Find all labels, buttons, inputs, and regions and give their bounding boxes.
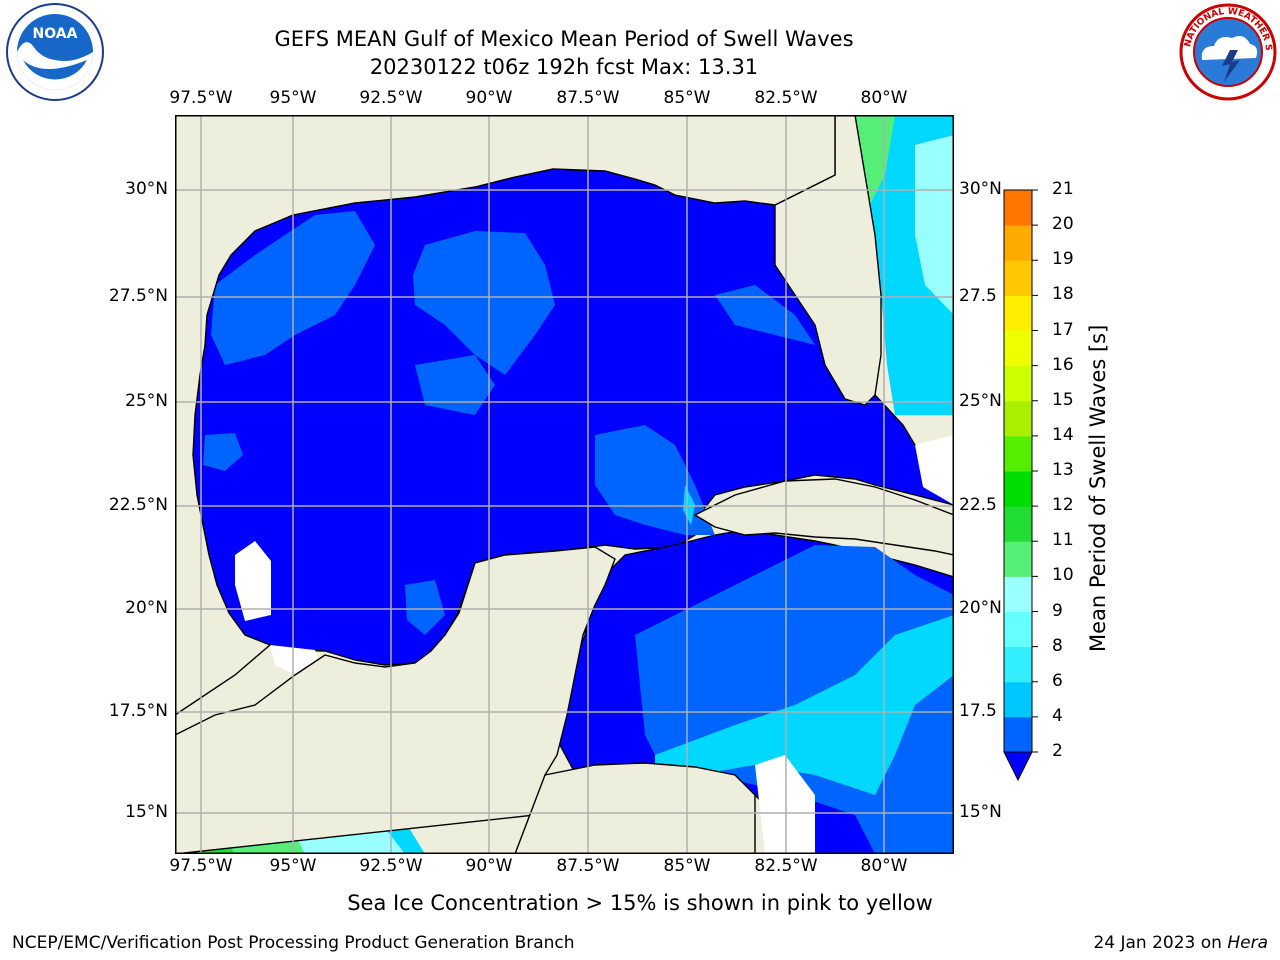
lat-label-right: 25°N	[959, 391, 1002, 411]
lon-label-bottom: 82.5°W	[754, 856, 818, 876]
lat-label-left: 15°N	[125, 802, 168, 822]
colorbar-tick-label: 12	[1052, 495, 1074, 516]
colorbar-cell	[1004, 506, 1032, 542]
colorbar-tick-label: 13	[1052, 460, 1074, 480]
colorbar-cell	[1004, 435, 1032, 472]
us-gulf-coast-land	[175, 115, 836, 716]
footer-credit: NCEP/EMC/Verification Post Processing Pr…	[12, 933, 575, 953]
lon-label-bottom: 87.5°W	[556, 856, 620, 876]
lat-label-left: 30°N	[125, 179, 168, 199]
colorbar-tick-label: 4	[1052, 705, 1063, 726]
colorbar-cell	[1004, 365, 1032, 402]
lon-label-bottom: 80°W	[860, 856, 908, 876]
lon-label-bottom: 92.5°W	[359, 856, 423, 876]
lon-label-bottom: 90°W	[465, 856, 513, 876]
map-title: GEFS MEAN Gulf of Mexico Mean Period of …	[274, 27, 854, 51]
lat-label-right: 30°N	[959, 179, 1002, 199]
colorbar-cell	[1004, 400, 1032, 437]
lon-label-top: 90°W	[465, 88, 513, 108]
lon-label-top: 80°W	[860, 88, 908, 108]
lat-label-left: 25°N	[125, 391, 168, 411]
nws-logo: NATIONAL WEATHER SERVICE	[1178, 2, 1277, 101]
lat-label-right: 27.5	[959, 286, 997, 306]
lat-label-left: 17.5°N	[108, 701, 168, 721]
map-frame	[175, 115, 954, 854]
colorbar-tick-label: 9	[1052, 600, 1063, 621]
yucatan-land	[175, 546, 616, 854]
colorbar-tick-label: 16	[1052, 354, 1074, 375]
colorbar-tick-label: 19	[1052, 249, 1074, 270]
colorbar-cell	[1004, 541, 1032, 577]
lon-label-top: 95°W	[269, 88, 317, 108]
colorbar-cell	[1004, 295, 1032, 331]
colorbar-cell	[1004, 190, 1032, 226]
colorbar-tick-label: 2	[1052, 741, 1063, 761]
colorbar-tick-label: 8	[1052, 635, 1063, 656]
colorbar-tick-label: 20	[1052, 214, 1074, 235]
colorbar-cell	[1004, 681, 1032, 718]
colorbar-cell	[1004, 471, 1032, 507]
lat-label-left: 20°N	[125, 598, 168, 618]
colorbar-cell	[1004, 225, 1032, 261]
graticule	[175, 115, 954, 854]
colorbar-tick-label: 6	[1052, 670, 1063, 691]
lon-label-top: 87.5°W	[556, 88, 620, 108]
colorbar-cell	[1004, 716, 1032, 753]
sea-ice-note: Sea Ice Concentration > 15% is shown in …	[347, 891, 933, 915]
lon-label-bottom: 95°W	[269, 856, 317, 876]
lat-label-left: 27.5°N	[108, 286, 168, 306]
noaa-logo: NOAA	[6, 3, 104, 101]
footer-timestamp: 24 Jan 2023 on Hera	[1093, 933, 1268, 953]
lon-label-top: 92.5°W	[359, 88, 423, 108]
lat-label-right: 17.5	[959, 701, 997, 721]
colorbar-tick-label: 11	[1052, 530, 1074, 551]
lon-label-top: 82.5°W	[754, 88, 818, 108]
colorbar-tick-label: 10	[1052, 565, 1074, 586]
lat-label-right: 22.5	[959, 495, 997, 515]
lat-label-left: 22.5°N	[108, 495, 168, 515]
colorbar-tick-label: 15	[1052, 389, 1074, 410]
colorbar-tick-label: 18	[1052, 284, 1074, 305]
map-subtitle: 20230122 t06z 192h fcst Max: 13.31	[369, 55, 759, 79]
colorbar-cell	[1004, 260, 1032, 296]
colorbar-cell	[1004, 330, 1032, 367]
lon-label-top: 97.5°W	[169, 88, 233, 108]
map-plot	[175, 115, 954, 854]
colorbar-tick-label: 14	[1052, 424, 1074, 445]
colorbar-tick-label: 17	[1052, 319, 1074, 340]
central-america-land	[514, 762, 756, 854]
colorbar-tick-label: 21	[1052, 179, 1074, 199]
colorbar	[1003, 189, 1038, 782]
colorbar-cell	[1004, 611, 1032, 648]
lat-label-right: 15°N	[959, 802, 1002, 822]
lon-label-bottom: 85°W	[663, 856, 711, 876]
noaa-logo-text: NOAA	[33, 26, 78, 42]
lon-label-top: 85°W	[663, 88, 711, 108]
cuba-land	[693, 478, 954, 556]
colorbar-title: Mean Period of Swell Waves [s]	[1086, 324, 1110, 652]
colorbar-cell	[1004, 576, 1032, 612]
colorbar-extend-arrow	[1003, 751, 1033, 782]
footer-date: 24 Jan 2023 on	[1093, 933, 1222, 953]
lon-label-bottom: 97.5°W	[169, 856, 233, 876]
colorbar-cell	[1004, 646, 1032, 683]
lat-label-right: 20°N	[959, 598, 1002, 618]
footer-host: Hera	[1227, 933, 1268, 953]
